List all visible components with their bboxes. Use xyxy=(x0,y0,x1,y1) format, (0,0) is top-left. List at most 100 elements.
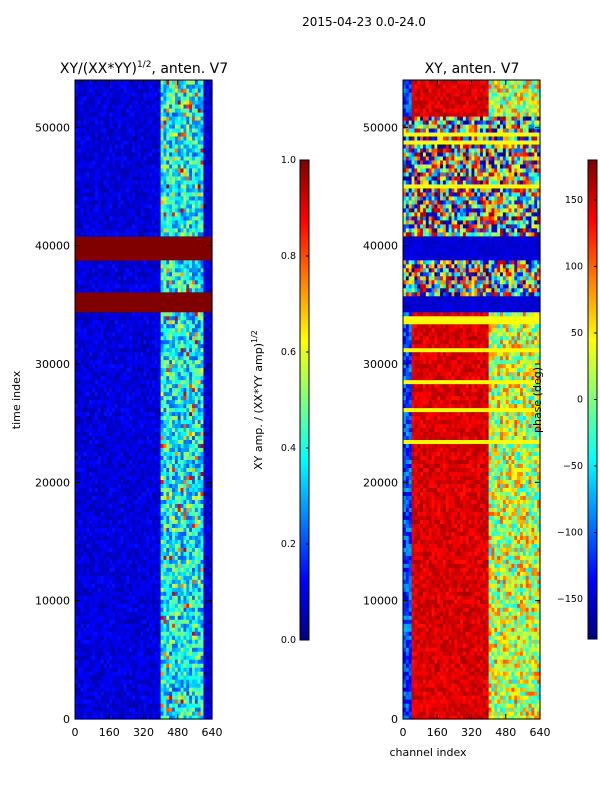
amp-heatmap-cell xyxy=(146,715,150,720)
amp-heatmap-cell xyxy=(174,563,179,568)
amp-heatmap-cell xyxy=(137,515,142,520)
amp-heatmap-cell xyxy=(106,547,110,552)
amp-heatmap-cell xyxy=(117,587,122,592)
amp-heatmap-cell xyxy=(157,707,162,712)
amp-heatmap-cell xyxy=(203,531,207,536)
amp-heatmap-cell xyxy=(109,455,113,461)
amp-heatmap-cell xyxy=(134,523,139,528)
amp-heatmap-cell xyxy=(160,471,165,476)
amp-heatmap-cell xyxy=(209,607,213,612)
amp-heatmap-cell xyxy=(132,551,136,556)
figure-suptitle: 2015-04-23 0.0-24.0 xyxy=(302,15,426,29)
amp-heatmap-cell xyxy=(194,671,199,676)
amp-heatmap-cell xyxy=(134,571,139,576)
amp-heatmap-cell xyxy=(192,539,196,544)
amp-heatmap-cell xyxy=(154,535,159,540)
amp-heatmap-cell xyxy=(206,495,210,500)
amp-heatmap-cell xyxy=(117,475,122,480)
amp-heatmap-cell xyxy=(114,711,119,716)
amp-heatmap-cell xyxy=(160,623,165,628)
amp-heatmap-cell xyxy=(75,659,79,664)
amp-heatmap-cell xyxy=(192,435,196,441)
amp-heatmap-cell xyxy=(117,531,122,536)
amp-heatmap-cell xyxy=(177,699,182,704)
amp-heatmap-cell xyxy=(97,595,102,600)
amp-heatmap-cell xyxy=(132,583,136,588)
amp-heatmap-cell xyxy=(206,707,210,712)
amp-heatmap-cell xyxy=(154,487,159,492)
amp-heatmap-cell xyxy=(112,563,116,568)
amp-heatmap-cell xyxy=(140,551,145,556)
amp-heatmap-cell xyxy=(206,587,210,592)
amp-heatmap-cell xyxy=(149,591,153,596)
amp-heatmap-cell xyxy=(154,475,159,480)
amp-heatmap-cell xyxy=(189,571,193,576)
amp-heatmap-cell xyxy=(169,643,173,648)
amp-heatmap-cell xyxy=(169,651,173,656)
amp-heatmap-cell xyxy=(197,447,202,453)
amp-heatmap-cell xyxy=(143,599,147,604)
amp-heatmap-cell xyxy=(137,643,142,648)
amp-heatmap-cell xyxy=(83,539,88,544)
amp-heatmap-cell xyxy=(134,711,139,716)
amp-heatmap-cell xyxy=(160,563,165,568)
amp-heatmap-cell xyxy=(140,647,145,652)
amp-heatmap-cell xyxy=(112,675,116,680)
amp-heatmap-cell xyxy=(134,643,139,648)
amp-heatmap-cell xyxy=(100,683,105,688)
amp-heatmap-cell xyxy=(86,507,90,512)
amp-heatmap-cell xyxy=(137,519,142,524)
amp-heatmap-cell xyxy=(97,439,102,445)
amp-heatmap-cell xyxy=(117,523,122,528)
amp-heatmap-cell xyxy=(186,507,190,512)
amp-heatmap-cell xyxy=(177,655,182,660)
amp-heatmap-cell xyxy=(209,655,213,660)
amp-heatmap-cell xyxy=(140,571,145,576)
amp-heatmap-cell xyxy=(83,595,88,600)
amp-heatmap-cell xyxy=(186,547,190,552)
amp-heatmap-cell xyxy=(75,539,79,544)
amp-heatmap-cell xyxy=(77,535,82,540)
amp-heatmap-cell xyxy=(146,627,150,632)
amp-heatmap-cell xyxy=(106,435,110,441)
amp-heatmap-cell xyxy=(83,479,88,484)
amp-heatmap-cell xyxy=(143,707,147,712)
amp-heatmap-cell xyxy=(103,571,107,576)
amp-heatmap-cell xyxy=(114,531,119,536)
amp-heatmap-cell xyxy=(177,663,182,668)
amp-heatmap-cell xyxy=(120,575,125,580)
amp-heatmap-cell xyxy=(109,679,113,684)
amp-heatmap-cell xyxy=(157,579,162,584)
amp-heatmap-cell xyxy=(112,575,116,580)
amp-heatmap-cell xyxy=(140,615,145,620)
amp-heatmap-cell xyxy=(103,603,107,608)
amp-heatmap-cell xyxy=(92,555,96,560)
amp-heatmap-cell xyxy=(80,543,85,548)
amp-heatmap-cell xyxy=(183,583,187,588)
amp-heatmap-cell xyxy=(103,435,107,441)
amp-heatmap-cell xyxy=(166,623,170,628)
amp-heatmap-cell xyxy=(100,503,105,508)
amp-heatmap-cell xyxy=(200,647,205,652)
amp-heatmap-cell xyxy=(163,591,167,596)
amp-heatmap-cell xyxy=(89,603,93,608)
amp-heatmap-cell xyxy=(206,459,210,464)
amp-heatmap-cell xyxy=(183,663,187,668)
amp-heatmap-cell xyxy=(160,491,165,496)
amp-heatmap-cell xyxy=(100,467,105,472)
amp-heatmap-cell xyxy=(140,711,145,716)
amp-heatmap-cell xyxy=(189,631,193,636)
amp-heatmap-cell xyxy=(126,583,130,588)
amp-heatmap-cell xyxy=(174,599,179,604)
amp-heatmap-cell xyxy=(206,659,210,664)
amp-heatmap-cell xyxy=(209,675,213,680)
amp-heatmap-cell xyxy=(89,575,93,580)
amp-heatmap-cell xyxy=(109,619,113,624)
amp-heatmap-cell xyxy=(134,675,139,680)
amp-heatmap-cell xyxy=(200,651,205,656)
amp-heatmap-cell xyxy=(189,639,193,644)
amp-heatmap-cell xyxy=(103,495,107,500)
amp-heatmap-cell xyxy=(186,583,190,588)
amp-heatmap-cell xyxy=(94,639,99,644)
amp-heatmap-cell xyxy=(86,443,90,449)
